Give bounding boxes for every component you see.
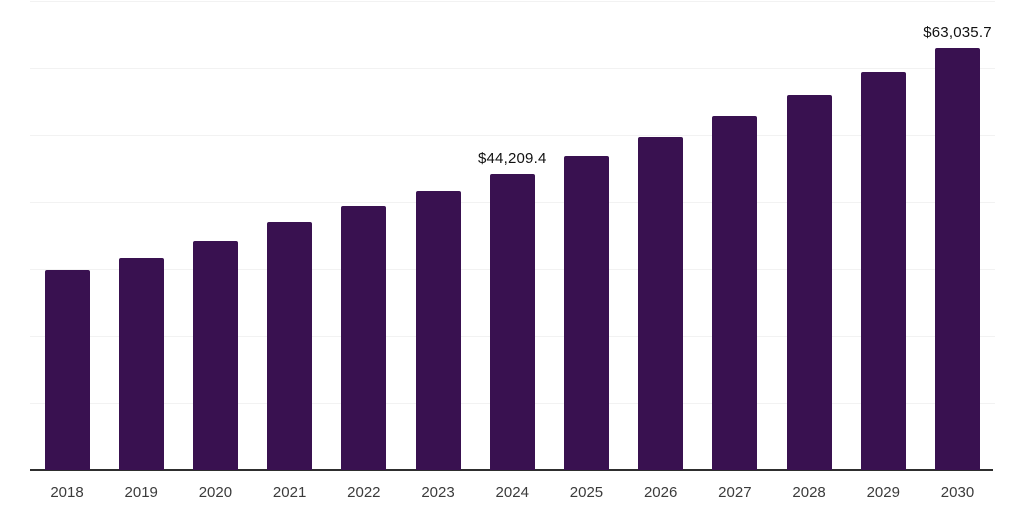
bar-2020 [192, 240, 238, 470]
x-tick-2020: 2020 [198, 484, 233, 501]
bar-2025 [563, 155, 609, 470]
bar-2021 [267, 222, 313, 470]
bar-2019 [118, 257, 164, 470]
x-tick-2021: 2021 [272, 484, 307, 501]
plot-area: $44,209.4 $63,035.7 [30, 1, 995, 471]
x-tick-2018: 2018 [50, 484, 84, 501]
gridline-70000 [30, 1, 995, 2]
x-tick-2019: 2019 [124, 484, 158, 501]
bar-2028 [786, 94, 832, 470]
x-axis: 2018 2019 2020 2021 2022 2023 2024 2025 2026 2027… [30, 484, 995, 506]
x-tick-2025: 2025 [569, 484, 604, 501]
bar-2022 [341, 205, 387, 470]
x-tick-2030: 2030 [940, 484, 975, 501]
data-label-2030: $63,035.7 [923, 23, 992, 41]
bar-2030 [934, 47, 980, 470]
gridline-50000 [30, 135, 995, 136]
x-axis-line [30, 469, 994, 471]
bar-2026 [638, 136, 684, 470]
x-tick-2027: 2027 [718, 484, 752, 501]
x-tick-2028: 2028 [792, 484, 826, 501]
x-tick-2023: 2023 [421, 484, 455, 501]
bar-2018 [44, 270, 90, 470]
x-tick-2026: 2026 [643, 484, 678, 501]
x-tick-2022: 2022 [347, 484, 381, 501]
x-tick-2024: 2024 [495, 484, 529, 501]
bar-2029 [860, 71, 906, 470]
data-label-2024: $44,209.4 [477, 149, 547, 167]
bar-2023 [415, 190, 461, 470]
gridline-60000 [30, 68, 995, 69]
x-tick-2029: 2029 [866, 484, 900, 501]
bar-2024 [489, 173, 535, 470]
bar-2027 [712, 116, 758, 470]
